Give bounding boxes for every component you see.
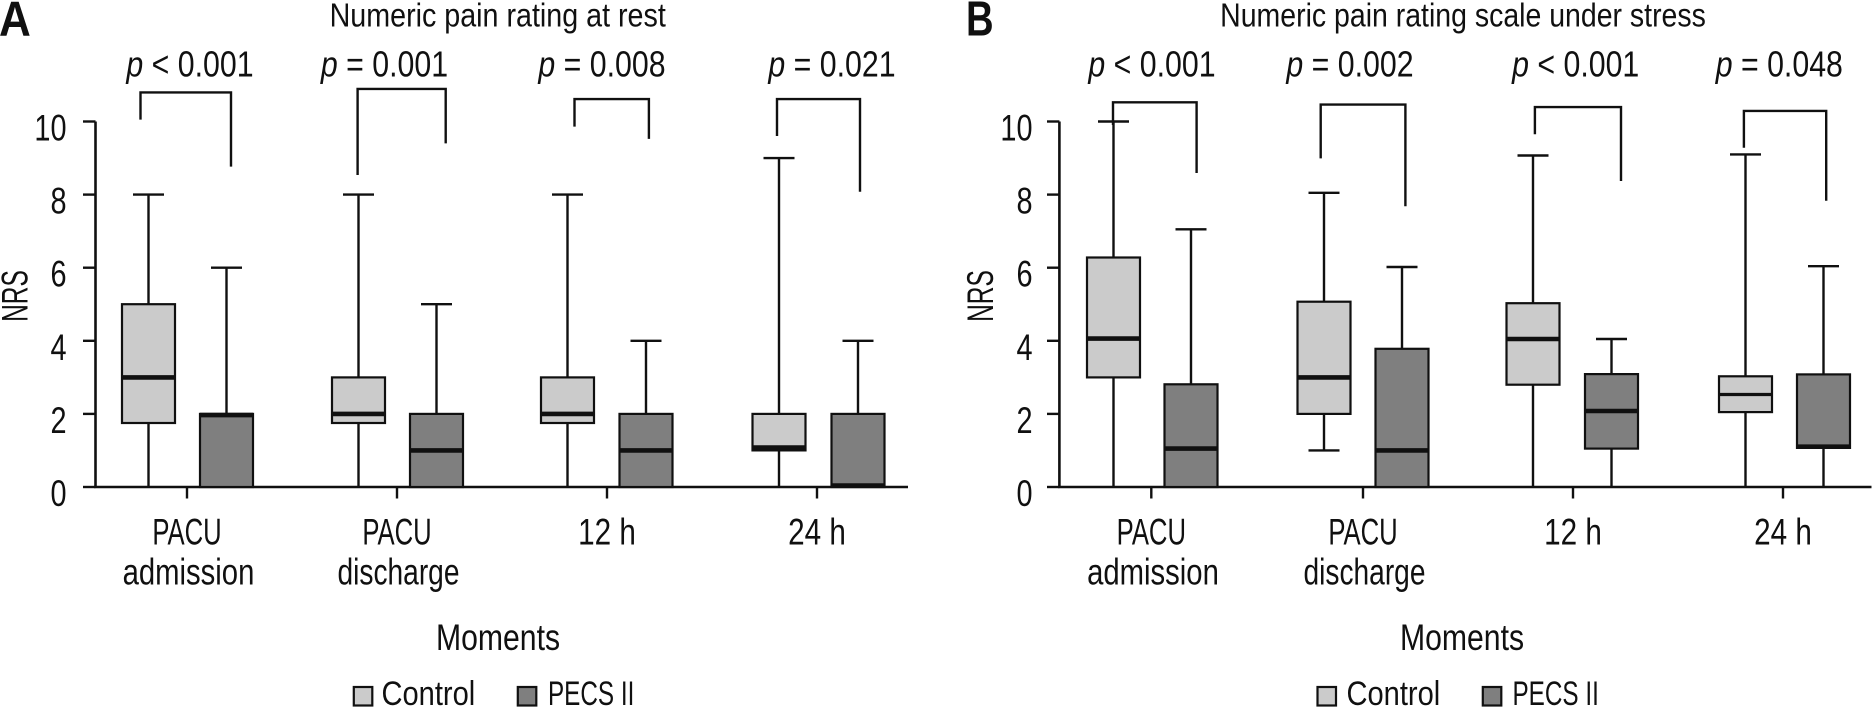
svg-text:8: 8 [1016,181,1032,222]
svg-text:p = 0.048: p = 0.048 [1715,45,1843,85]
svg-text:6: 6 [50,254,66,295]
svg-text:admission: admission [1087,552,1219,593]
svg-text:2: 2 [50,401,66,442]
svg-text:10: 10 [1000,108,1032,149]
svg-text:p < 0.001: p < 0.001 [1088,45,1216,85]
svg-text:NRS: NRS [0,270,36,322]
svg-text:PACU: PACU [1328,511,1397,553]
svg-text:p < 0.001: p < 0.001 [1511,45,1639,85]
svg-text:B: B [966,0,994,47]
svg-text:4: 4 [1016,327,1032,368]
svg-text:PECS II: PECS II [548,675,634,707]
svg-text:Moments: Moments [436,617,560,659]
svg-text:PACU: PACU [152,511,221,553]
svg-text:discharge: discharge [338,551,460,593]
svg-text:2: 2 [1016,401,1032,442]
svg-text:Numeric pain rating at rest: Numeric pain rating at rest [330,0,666,34]
svg-text:6: 6 [1016,254,1032,295]
svg-text:p = 0.001: p = 0.001 [320,45,448,85]
svg-text:PACU: PACU [362,511,431,553]
svg-text:NRS: NRS [959,270,1002,322]
svg-text:p = 0.021: p = 0.021 [768,45,896,85]
svg-text:8: 8 [50,181,66,222]
svg-text:Control: Control [382,674,476,707]
svg-text:24 h: 24 h [788,513,846,554]
svg-text:A: A [0,0,31,46]
svg-text:12 h: 12 h [1544,513,1602,554]
svg-text:12 h: 12 h [578,513,636,554]
svg-text:0: 0 [1016,474,1032,515]
svg-text:Numeric pain rating scale unde: Numeric pain rating scale under stress [1220,0,1706,34]
svg-text:PACU: PACU [1117,511,1186,553]
svg-text:0: 0 [50,474,66,515]
svg-text:4: 4 [50,327,66,368]
svg-text:10: 10 [34,108,66,149]
svg-text:discharge: discharge [1304,551,1426,593]
svg-text:PECS II: PECS II [1513,675,1599,707]
svg-text:p < 0.001: p < 0.001 [126,45,254,85]
svg-text:Control: Control [1347,674,1441,707]
svg-text:24 h: 24 h [1754,513,1812,554]
svg-text:p = 0.002: p = 0.002 [1286,45,1414,85]
svg-text:admission: admission [123,552,255,593]
svg-text:Moments: Moments [1400,617,1524,659]
svg-text:p = 0.008: p = 0.008 [538,45,666,85]
